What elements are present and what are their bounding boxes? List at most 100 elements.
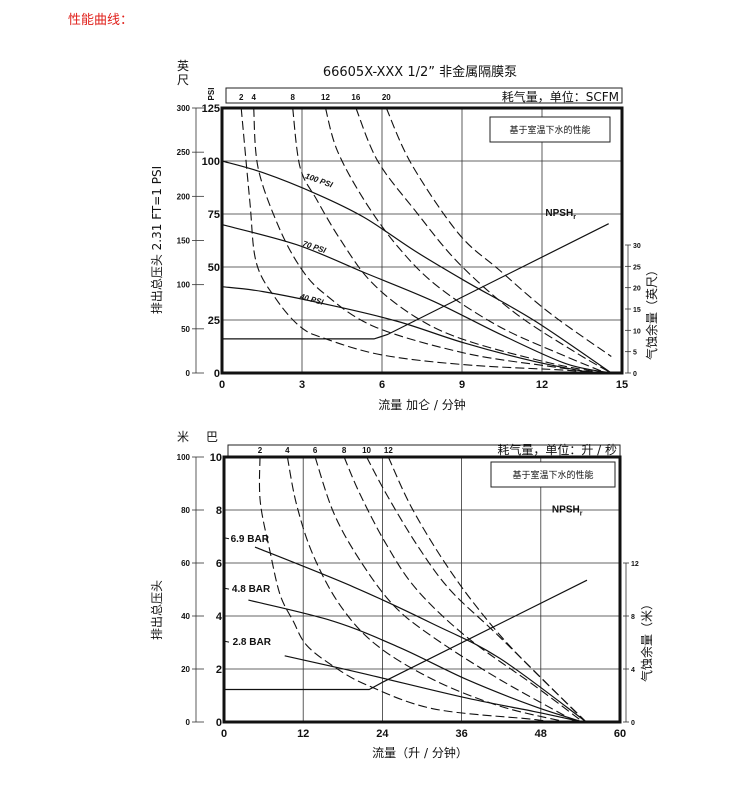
air-consumption-label: 20 — [382, 93, 391, 102]
air-consumption-curve-2 — [240, 107, 593, 374]
outer-unit-label: 米 — [177, 430, 189, 444]
air-consumption-curve-8 — [292, 107, 604, 374]
y-tick-label: 100 — [202, 156, 220, 168]
npsh-label: NPSHr — [552, 505, 583, 518]
outer-tick-label: 40 — [181, 612, 190, 621]
air-consumption-curve-8 — [343, 456, 584, 723]
npsh-axis-label: 气蚀余量（米） — [639, 598, 654, 682]
note-text: 基于室温下水的性能 — [509, 124, 590, 136]
outer-unit-label: 尺 — [177, 73, 189, 87]
x-tick-label: 6 — [379, 379, 385, 391]
note-text: 基于室温下水的性能 — [512, 469, 593, 481]
inner-unit-label: 巴 — [206, 430, 218, 444]
npsh-subscript: r — [573, 214, 576, 221]
outer-tick-label: 0 — [186, 718, 191, 727]
pressure-curve — [221, 224, 612, 374]
outer-tick-label: 20 — [181, 665, 190, 674]
air-consumption-label: 4 — [285, 446, 290, 455]
y-axis-label: 排出总压头 — [150, 580, 164, 640]
outer-tick-label: 300 — [177, 104, 191, 113]
y-tick-label: 8 — [216, 505, 222, 517]
air-header-label: 耗气量，单位：SCFM — [502, 89, 619, 104]
air-consumption-curve-12 — [387, 456, 587, 723]
y-tick-label: 0 — [214, 368, 220, 380]
x-tick-label: 9 — [459, 379, 465, 391]
npsh-curve — [222, 223, 609, 340]
y-tick-label: 50 — [208, 262, 220, 274]
x-axis-label: 流量 加仑 / 分钟 — [378, 397, 466, 412]
npsh-curve — [224, 579, 588, 691]
npsh-tick-label: 5 — [633, 350, 637, 357]
x-tick-label: 36 — [455, 728, 467, 740]
y-tick-label: 4 — [216, 611, 223, 623]
plot-frame — [222, 455, 622, 724]
pressure-curve — [254, 546, 587, 723]
x-tick-label: 60 — [614, 728, 626, 740]
npsh-tick-label: 4 — [631, 667, 635, 674]
inner-unit-label: PSI — [207, 88, 216, 101]
pressure-curve-label: 6.9 BAR — [231, 534, 270, 545]
air-header-label: 耗气量，单位：升 / 秒 — [497, 442, 617, 457]
air-consumption-label: 2 — [258, 446, 263, 455]
air-consumption-curve-2 — [258, 456, 551, 723]
air-header-box — [225, 87, 623, 104]
outer-tick-label: 200 — [177, 192, 191, 201]
x-axis-label: 流量（升 / 分钟） — [372, 745, 468, 760]
npsh-label: NPSHr — [545, 208, 576, 221]
air-consumption-curve-16 — [355, 107, 612, 374]
npsh-tick-label: 20 — [633, 286, 641, 293]
x-tick-label: 0 — [221, 728, 227, 740]
y-tick-label: 75 — [208, 209, 220, 221]
npsh-axis-label: 气蚀余量（英尺） — [644, 264, 659, 360]
pressure-curve-label: 4.8 BAR — [232, 584, 271, 595]
outer-tick-label: 150 — [177, 237, 191, 246]
pressure-curve — [284, 655, 584, 723]
air-consumption-label: 8 — [290, 93, 295, 102]
air-consumption-curve-4 — [286, 456, 567, 723]
npsh-subscript: r — [580, 511, 583, 518]
pressure-curve-label: 70 PSI — [301, 239, 327, 255]
plot-frame — [220, 106, 624, 375]
air-consumption-label: 6 — [313, 446, 318, 455]
chart-title: 66605X-XXX 1/2” 非金属隔膜泵 — [323, 64, 517, 80]
outer-tick-label: 60 — [181, 559, 190, 568]
outer-tick-label: 100 — [177, 281, 191, 290]
npsh-tick-label: 12 — [631, 561, 639, 568]
air-consumption-label: 8 — [342, 446, 347, 455]
outer-tick-label: 50 — [181, 325, 190, 334]
air-consumption-label: 12 — [384, 446, 393, 455]
note-box — [489, 116, 611, 143]
outer-tick-label: 0 — [186, 369, 191, 378]
air-consumption-curve-10 — [366, 456, 584, 720]
air-consumption-curve-12 — [324, 107, 607, 374]
npsh-tick-label: 15 — [633, 307, 641, 314]
y-tick-label: 0 — [216, 717, 222, 729]
air-consumption-label: 12 — [321, 93, 330, 102]
x-tick-label: 48 — [535, 728, 547, 740]
air-consumption-curve-6 — [314, 456, 577, 723]
x-tick-label: 15 — [616, 379, 628, 391]
chart-2: 耗气量，单位：升 / 秒0 12 24 36 48 6002468100204060801… — [150, 430, 654, 760]
x-tick-label: 3 — [299, 379, 305, 391]
outer-tick-label: 100 — [177, 453, 191, 462]
page-title: 性能曲线： — [68, 13, 134, 28]
y-tick-label: 25 — [208, 315, 220, 327]
y-tick-label: 6 — [216, 558, 222, 570]
x-tick-label: 24 — [376, 728, 389, 740]
x-tick-label: 0 — [219, 379, 225, 391]
air-consumption-label: 4 — [252, 93, 257, 102]
y-tick-label: 10 — [210, 452, 222, 464]
outer-unit-label: 英 — [177, 59, 189, 73]
npsh-tick-label: 30 — [633, 243, 641, 250]
npsh-tick-label: 0 — [633, 371, 637, 378]
npsh-tick-label: 10 — [633, 328, 641, 335]
npsh-tick-label: 8 — [631, 614, 635, 621]
air-consumption-curve-4 — [253, 107, 601, 374]
npsh-tick-label: 0 — [631, 720, 635, 727]
x-tick-label: 12 — [536, 379, 548, 391]
pressure-curve-label: 2.8 BAR — [233, 637, 272, 648]
x-tick-label: 12 — [297, 728, 309, 740]
y-tick-label: 2 — [216, 664, 222, 676]
